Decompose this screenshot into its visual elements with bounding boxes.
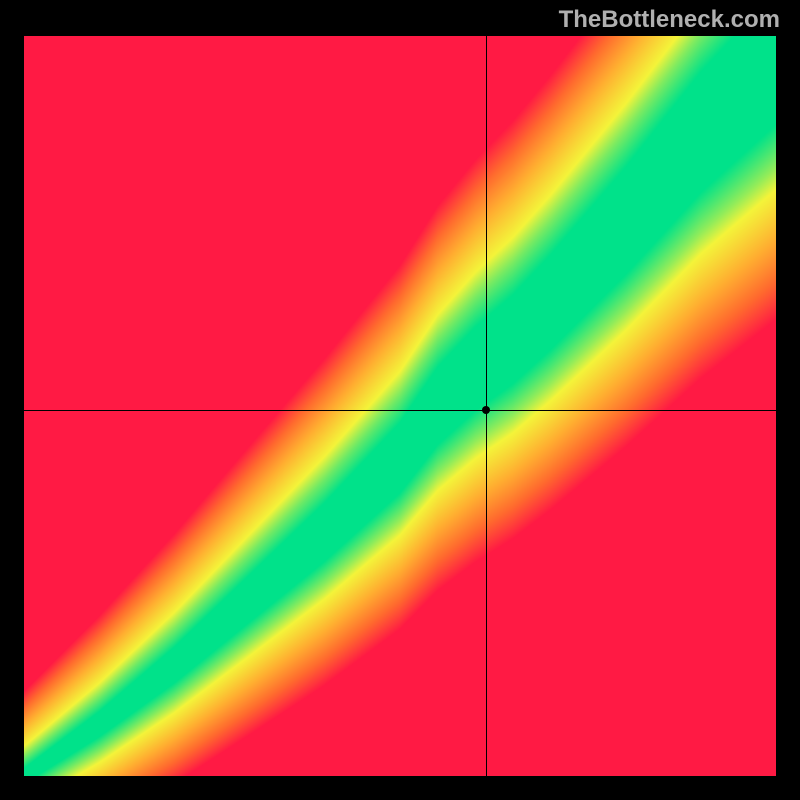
crosshair-marker xyxy=(482,406,490,414)
watermark-text: TheBottleneck.com xyxy=(559,6,780,34)
heatmap-canvas xyxy=(24,36,776,776)
bottleneck-heatmap xyxy=(24,36,776,776)
crosshair-horizontal xyxy=(24,410,776,411)
